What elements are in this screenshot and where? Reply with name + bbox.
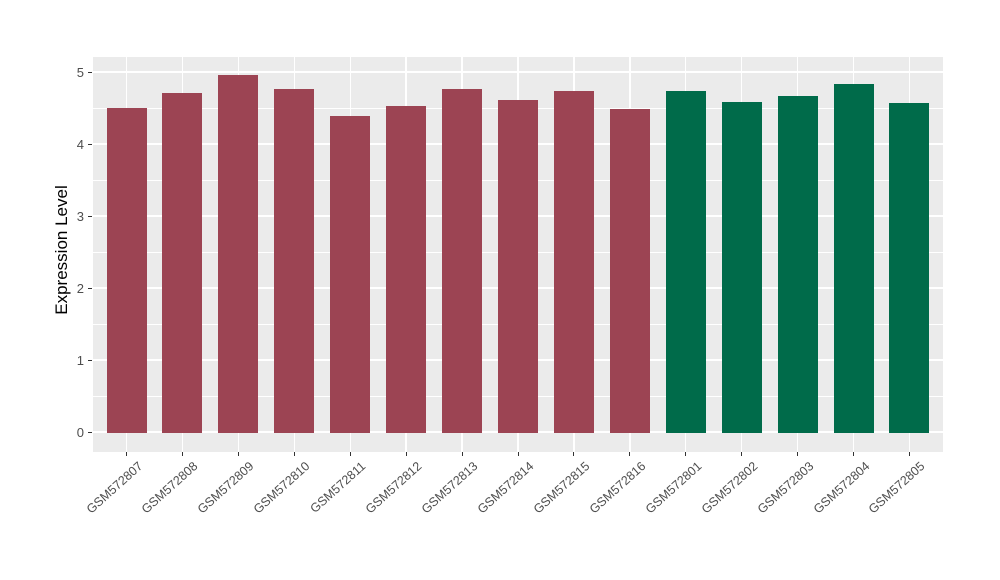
x-tick-mark xyxy=(517,452,519,456)
x-tick-mark xyxy=(293,452,295,456)
bar xyxy=(442,89,483,433)
y-tick-label: 5 xyxy=(76,64,84,80)
x-tick-mark xyxy=(741,452,743,456)
y-tick-label: 0 xyxy=(76,424,84,440)
y-tick-mark xyxy=(88,216,92,218)
x-tick-label: GSM572816 xyxy=(586,459,649,517)
x-tick-label: GSM572811 xyxy=(307,459,369,516)
y-tick-mark xyxy=(88,360,92,362)
x-tick-label: GSM572803 xyxy=(754,459,816,517)
x-tick-label: GSM572805 xyxy=(866,459,928,517)
bar xyxy=(106,107,147,433)
x-tick-label: GSM572813 xyxy=(418,459,481,517)
x-tick-label: GSM572809 xyxy=(195,459,257,517)
y-tick-mark xyxy=(88,72,92,74)
x-tick-mark xyxy=(405,452,407,456)
bar xyxy=(386,105,427,433)
y-tick-mark xyxy=(88,144,92,146)
x-tick-mark xyxy=(629,452,631,456)
y-tick-label: 1 xyxy=(76,352,84,368)
bar xyxy=(553,90,594,433)
x-tick-label: GSM572808 xyxy=(139,459,201,517)
x-tick-label: GSM572814 xyxy=(474,459,537,517)
x-tick-label: GSM572807 xyxy=(83,459,145,517)
x-tick-mark xyxy=(181,452,183,456)
y-tick-mark xyxy=(88,432,92,434)
x-tick-mark xyxy=(349,452,351,456)
x-tick-mark xyxy=(797,452,799,456)
bar xyxy=(833,83,874,433)
x-tick-mark xyxy=(573,452,575,456)
bar xyxy=(609,108,650,433)
x-tick-label: GSM572812 xyxy=(362,459,425,517)
bar xyxy=(162,92,203,433)
plot-panel xyxy=(93,57,943,452)
bar xyxy=(665,90,706,433)
x-tick-mark xyxy=(461,452,463,456)
bar xyxy=(777,95,818,433)
bar xyxy=(218,74,259,433)
y-tick-mark xyxy=(88,288,92,290)
bar xyxy=(274,88,315,433)
y-tick-label: 3 xyxy=(76,208,84,224)
x-tick-label: GSM572801 xyxy=(642,459,705,517)
x-tick-mark xyxy=(908,452,910,456)
x-tick-mark xyxy=(237,452,239,456)
y-tick-label: 2 xyxy=(76,280,84,296)
bar xyxy=(721,102,762,433)
x-tick-label: GSM572802 xyxy=(698,459,761,517)
x-tick-label: GSM572815 xyxy=(530,459,593,517)
x-tick-mark xyxy=(685,452,687,456)
x-tick-mark xyxy=(126,452,128,456)
bar xyxy=(330,115,371,433)
x-tick-label: GSM572810 xyxy=(251,459,313,517)
x-tick-label: GSM572804 xyxy=(810,459,872,517)
bar xyxy=(498,100,538,433)
bar xyxy=(889,102,930,433)
x-tick-mark xyxy=(853,452,855,456)
y-tick-label: 4 xyxy=(76,136,84,152)
